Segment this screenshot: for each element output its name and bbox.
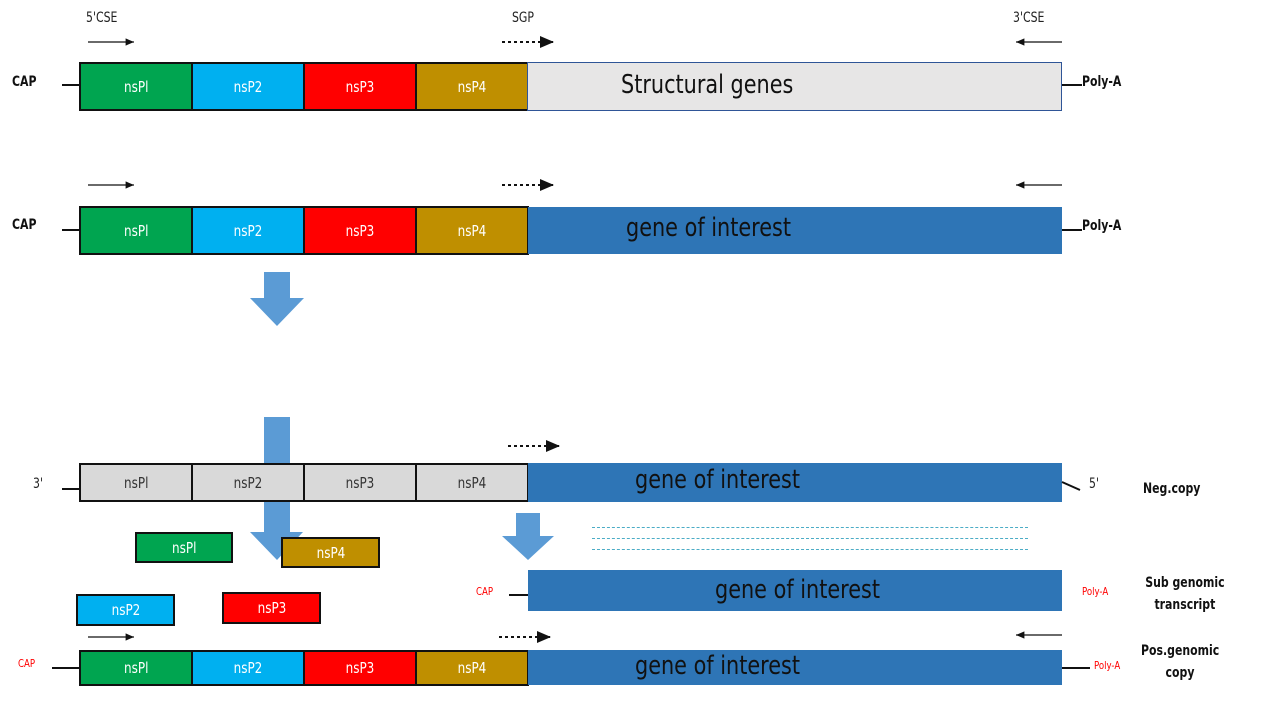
five-prime-label: 5' bbox=[1089, 476, 1099, 492]
nsp3-segment-5: nsP3 bbox=[303, 650, 417, 686]
gene-of-interest-block-4 bbox=[528, 570, 1062, 611]
nsp3-protein: nsP3 bbox=[222, 592, 321, 624]
nsp3-segment-1: nsP3 bbox=[303, 62, 417, 111]
dashed-line-3 bbox=[592, 549, 1028, 550]
down-arrow-4 bbox=[502, 513, 554, 560]
nsp2-segment-2: nsP2 bbox=[191, 206, 305, 255]
nsp3-segment-3: nsP3 bbox=[303, 463, 417, 502]
gene-of-interest-text-5: gene of interest bbox=[635, 651, 801, 681]
cse5-label: 5'CSE bbox=[86, 10, 118, 26]
gene-of-interest-text-3: gene of interest bbox=[635, 465, 801, 495]
nsp1-segment-1: nsPl bbox=[79, 62, 193, 111]
nsp2-segment-5: nsP2 bbox=[191, 650, 305, 686]
cap-line-1 bbox=[62, 84, 80, 86]
nsp1-segment-5: nsPl bbox=[79, 650, 193, 686]
down-arrow-2 bbox=[264, 417, 290, 464]
nsp2-segment-3: nsP2 bbox=[191, 463, 305, 502]
polya-line-1 bbox=[1062, 84, 1082, 86]
nsp1-segment-2: nsPl bbox=[79, 206, 193, 255]
polya-line-5 bbox=[1062, 667, 1090, 669]
polya-label-4: Poly-A bbox=[1082, 585, 1109, 598]
polya-label-1: Poly-A bbox=[1082, 74, 1122, 90]
three-prime-label: 3' bbox=[33, 476, 43, 492]
nsp4-segment-1: nsP4 bbox=[415, 62, 529, 111]
cap-line-5 bbox=[52, 667, 80, 669]
cap-line-4 bbox=[509, 594, 528, 596]
structural-genes-text: Structural genes bbox=[621, 70, 794, 100]
polya-line-2 bbox=[1062, 229, 1082, 231]
cap-label-5: CAP bbox=[18, 657, 36, 670]
nsp2-protein: nsP2 bbox=[76, 594, 175, 626]
gene-of-interest-text-2: gene of interest bbox=[626, 213, 792, 243]
cap-label-1: CAP bbox=[12, 74, 37, 90]
nsp1-protein: nsPl bbox=[135, 532, 233, 563]
pos-genomic-label: Pos.genomic copy bbox=[1141, 643, 1220, 681]
polya-label-2: Poly-A bbox=[1082, 218, 1122, 234]
gene-of-interest-block-3 bbox=[528, 463, 1062, 502]
gene-of-interest-block-2 bbox=[528, 207, 1062, 254]
down-arrow-1 bbox=[250, 272, 304, 326]
sgp-label: SGP bbox=[512, 10, 534, 26]
nsp1-segment-3: nsPl bbox=[79, 463, 193, 502]
neg-copy-label: Neg.copy bbox=[1143, 481, 1201, 497]
cap-label-2: CAP bbox=[12, 217, 37, 233]
gene-of-interest-text-4: gene of interest bbox=[715, 575, 881, 605]
nsp4-segment-3: nsP4 bbox=[415, 463, 529, 502]
nsp4-protein: nsP4 bbox=[281, 537, 380, 568]
dashed-line-1 bbox=[592, 527, 1028, 528]
three-prime-line bbox=[62, 488, 80, 490]
cap-label-4: CAP bbox=[476, 585, 494, 598]
gene-of-interest-block-5 bbox=[528, 650, 1062, 685]
nsp3-segment-2: nsP3 bbox=[303, 206, 417, 255]
structural-genes-block bbox=[527, 62, 1062, 111]
sub-genomic-label: Sub genomic transcript bbox=[1145, 575, 1225, 613]
nsp4-segment-5: nsP4 bbox=[415, 650, 529, 686]
nsp4-segment-2: nsP4 bbox=[415, 206, 529, 255]
dashed-line-2 bbox=[592, 538, 1028, 539]
cse3-label: 3'CSE bbox=[1013, 10, 1045, 26]
polya-label-5: Poly-A bbox=[1094, 659, 1121, 672]
cap-line-2 bbox=[62, 229, 80, 231]
